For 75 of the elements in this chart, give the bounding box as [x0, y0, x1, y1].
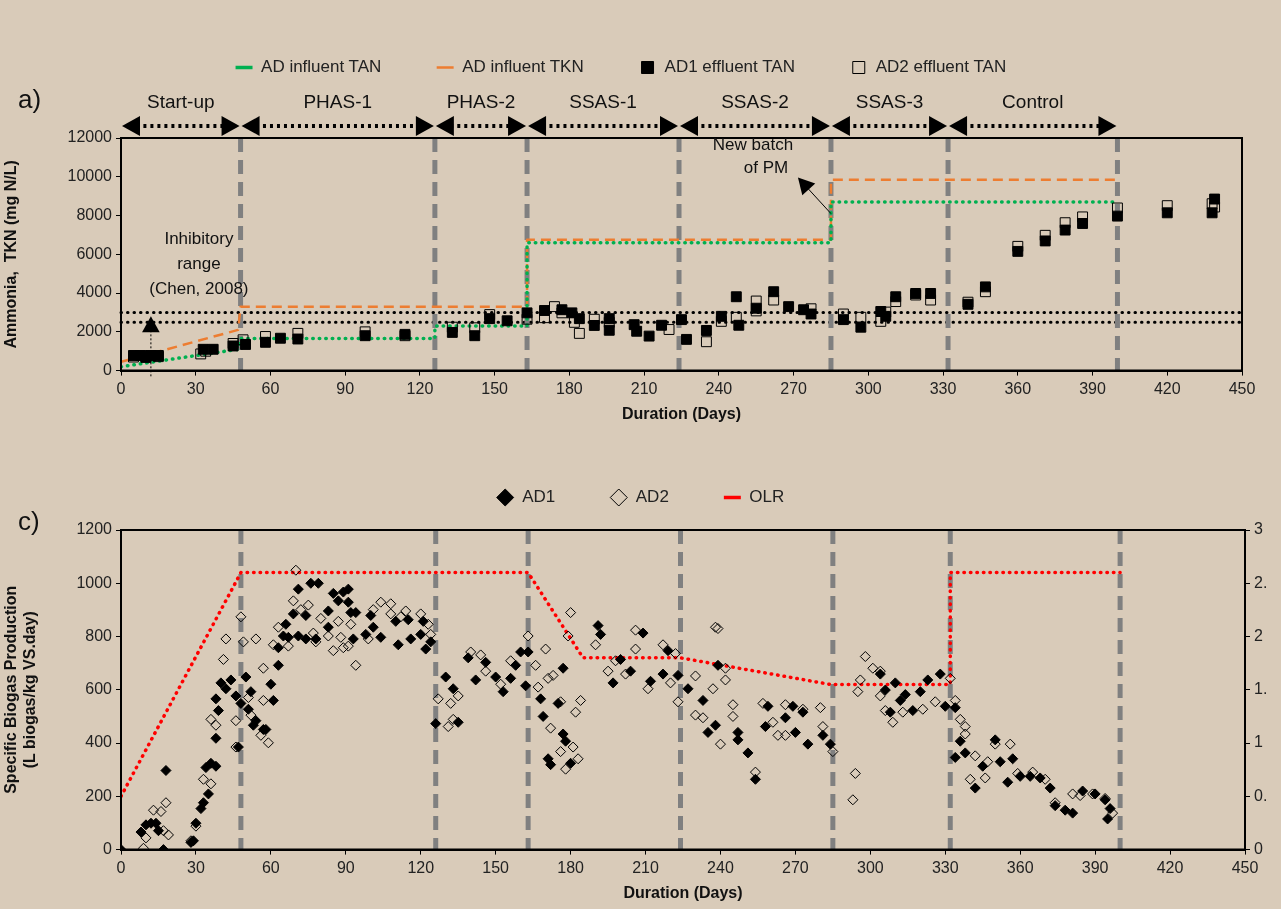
- x-tick-label: 360: [1006, 858, 1034, 876]
- x-tick-label: 90: [336, 379, 355, 397]
- x-tick-label: 60: [261, 858, 280, 876]
- y-tick-label: 0: [103, 840, 113, 858]
- x-tick-label: 180: [556, 379, 583, 397]
- y-tick-label: 8000: [76, 205, 113, 223]
- x-tick-label: 180: [557, 858, 585, 876]
- y-tick-label: 2000: [76, 322, 113, 340]
- x-tick-label: 420: [1156, 858, 1184, 876]
- text: SSAS-3: [855, 91, 924, 112]
- x-tick-label: 270: [782, 858, 809, 876]
- x-tick-label: 150: [481, 379, 509, 397]
- y2-tick-label: 1.: [1254, 680, 1268, 698]
- x-tick-label: 300: [856, 858, 884, 876]
- y-tick-label: 12000: [67, 128, 113, 146]
- x-tick-label: 30: [186, 379, 205, 397]
- x-tick-label: 330: [929, 379, 957, 397]
- x-tick-label: 60: [261, 379, 280, 397]
- text: a): [18, 84, 42, 115]
- y2-tick-label: 0: [1254, 840, 1263, 858]
- y-axis-title: Specific Biogas Production (L biogas/kg VS.day): [2, 585, 39, 794]
- y-tick-label: 4000: [76, 283, 113, 301]
- x-axis-title: Duration (Days): [623, 883, 743, 901]
- x-tick-label: 270: [780, 379, 808, 397]
- x-tick-label: 330: [931, 858, 959, 876]
- x-tick-label: 240: [707, 858, 734, 876]
- legend-label: AD influent TAN: [261, 57, 382, 77]
- y2-tick-label: 2: [1254, 626, 1263, 644]
- x-tick-label: 0: [116, 858, 126, 876]
- x-tick-label: 120: [406, 379, 434, 397]
- legend-label: AD1: [522, 487, 556, 507]
- x-tick-label: 390: [1081, 858, 1109, 876]
- legend-label: OLR: [749, 487, 785, 507]
- x-tick-label: 210: [630, 379, 658, 397]
- y-axis-title: Ammonia, TKN (mg N/L): [2, 160, 20, 349]
- x-tick-label: 150: [482, 858, 510, 876]
- legend-label: AD influent TKN: [462, 57, 584, 77]
- y-tick-label: 1200: [76, 520, 113, 538]
- y2-tick-label: 2.: [1254, 573, 1268, 591]
- text: SSAS-1: [569, 91, 637, 112]
- x-tick-label: 420: [1153, 379, 1181, 397]
- y-tick-label: 6000: [76, 244, 113, 262]
- annotation: New batch of PM: [712, 134, 794, 177]
- x-tick-label: 450: [1231, 858, 1259, 876]
- text: PHAS-1: [303, 91, 373, 112]
- x-tick-label: 210: [632, 858, 659, 876]
- text: c): [18, 506, 40, 537]
- x-axis-title: Duration (Days): [621, 404, 742, 422]
- x-tick-label: 360: [1004, 379, 1032, 397]
- x-tick-label: 0: [116, 379, 126, 397]
- legend-label: AD2 effluent TAN: [875, 57, 1007, 77]
- x-tick-label: 450: [1228, 379, 1256, 397]
- legend-label: AD2: [635, 487, 669, 507]
- x-tick-label: 90: [336, 858, 355, 876]
- x-tick-label: 300: [854, 379, 882, 397]
- text: SSAS-2: [721, 91, 789, 112]
- y-tick-label: 200: [85, 786, 113, 804]
- y2-tick-label: 1: [1254, 733, 1263, 751]
- y-tick-label: 1000: [76, 573, 113, 591]
- y-tick-label: 800: [85, 626, 113, 644]
- legend-label: AD1 effluent TAN: [664, 57, 795, 77]
- y2-tick-label: 3: [1254, 520, 1263, 538]
- y-tick-label: 600: [85, 680, 113, 698]
- text: PHAS-2: [446, 91, 516, 112]
- y2-tick-label: 0.: [1254, 786, 1268, 804]
- x-tick-label: 390: [1079, 379, 1106, 397]
- y-tick-label: 0: [103, 361, 113, 379]
- x-tick-label: 120: [407, 858, 435, 876]
- annotation: Inhibitory range (Chen, 2008): [149, 229, 249, 299]
- y-tick-label: 10000: [67, 167, 113, 185]
- x-tick-label: 240: [705, 379, 733, 397]
- x-tick-label: 30: [187, 858, 205, 876]
- text: Control: [1002, 91, 1064, 112]
- text: Start-up: [146, 91, 215, 112]
- y-tick-label: 400: [85, 733, 113, 751]
